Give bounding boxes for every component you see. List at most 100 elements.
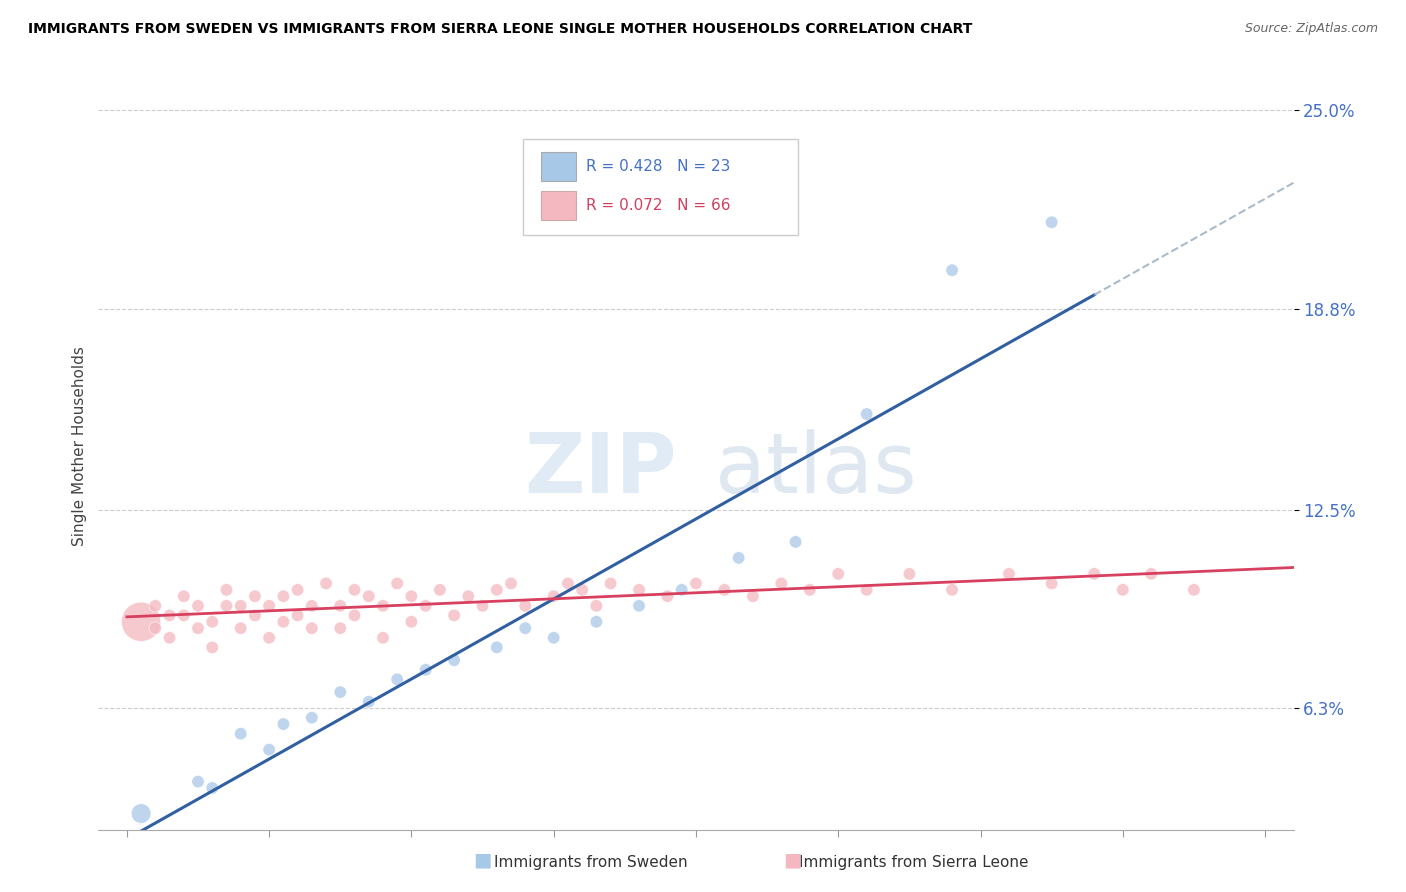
Point [415,599,437,613]
Point [1040,576,1063,591]
Text: Immigrants from Sweden: Immigrants from Sweden [494,855,688,870]
Text: Source: ZipAtlas.com: Source: ZipAtlas.com [1244,22,1378,36]
Point [713,582,735,597]
Point [301,621,323,635]
Point [371,631,394,645]
Point [543,631,565,645]
Point [1182,582,1205,597]
FancyBboxPatch shape [541,191,576,219]
Point [201,780,224,795]
Point [257,742,280,756]
Text: R = 0.428   N = 23: R = 0.428 N = 23 [586,160,730,174]
Point [229,599,252,613]
Point [273,615,295,629]
Point [827,566,849,581]
Y-axis label: Single Mother Households: Single Mother Households [72,346,87,546]
Point [770,576,793,591]
Point [657,589,679,603]
Point [685,576,707,591]
Point [159,631,181,645]
Point [143,599,166,613]
Point [1140,566,1163,581]
Point [727,550,749,565]
Point [585,615,607,629]
Point [628,599,651,613]
Point [485,640,508,655]
Point [201,615,224,629]
Point [515,621,537,635]
Point [357,589,380,603]
Point [941,582,963,597]
Point [671,582,693,597]
Point [257,631,280,645]
Point [401,589,423,603]
Point [257,599,280,613]
Point [243,589,266,603]
Point [187,599,209,613]
Point [855,407,877,421]
Point [1083,566,1105,581]
Point [159,608,181,623]
Point [187,774,209,789]
Point [143,621,166,635]
Point [1112,582,1135,597]
Point [357,695,380,709]
Point [941,263,963,277]
Point [415,663,437,677]
Point [129,806,152,821]
Point [471,599,494,613]
Point [243,608,266,623]
Point [385,576,409,591]
Point [385,673,409,687]
Text: IMMIGRANTS FROM SWEDEN VS IMMIGRANTS FROM SIERRA LEONE SINGLE MOTHER HOUSEHOLDS : IMMIGRANTS FROM SWEDEN VS IMMIGRANTS FRO… [28,22,973,37]
Point [429,582,451,597]
Point [229,621,252,635]
Point [628,582,651,597]
Point [401,615,423,629]
Point [443,653,465,667]
Point [457,589,479,603]
Point [215,582,238,597]
Point [187,621,209,635]
Point [599,576,621,591]
Text: ZIP: ZIP [524,428,676,509]
Point [329,621,352,635]
Point [215,599,238,613]
Point [557,576,579,591]
Point [329,685,352,699]
Point [799,582,821,597]
Point [343,582,366,597]
Text: R = 0.072   N = 66: R = 0.072 N = 66 [586,198,731,212]
Point [1040,215,1063,229]
Point [443,608,465,623]
Point [315,576,337,591]
Point [287,608,309,623]
Point [173,589,195,603]
Point [301,599,323,613]
Text: ■: ■ [474,851,492,870]
Point [998,566,1021,581]
Point [855,582,877,597]
Point [343,608,366,623]
Point [898,566,921,581]
Point [371,599,394,613]
Point [543,589,565,603]
Point [571,582,593,597]
Point [173,608,195,623]
Point [129,615,152,629]
Point [301,711,323,725]
Point [741,589,763,603]
Point [287,582,309,597]
Point [485,582,508,597]
Text: ■: ■ [783,851,801,870]
FancyBboxPatch shape [523,139,797,235]
Text: Immigrants from Sierra Leone: Immigrants from Sierra Leone [799,855,1029,870]
Point [515,599,537,613]
Point [273,717,295,731]
FancyBboxPatch shape [541,153,576,181]
Point [273,589,295,603]
Point [229,726,252,740]
Text: atlas: atlas [714,428,917,509]
Point [499,576,522,591]
Point [785,534,807,549]
